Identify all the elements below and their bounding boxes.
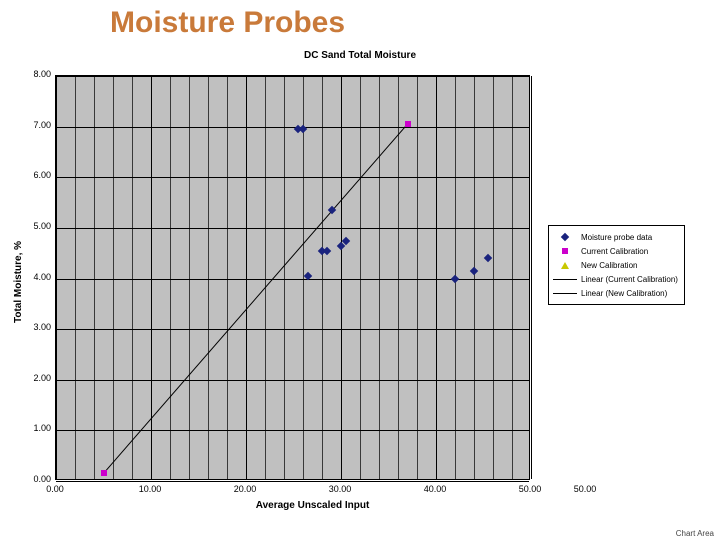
slide-title: Moisture Probes — [110, 6, 345, 40]
grid-line-v — [531, 76, 532, 479]
chart-area-note: Chart Area — [676, 529, 714, 538]
x-tick-label: 10.00 — [130, 484, 170, 494]
plot-area — [55, 75, 530, 480]
y-tick-label: 3.00 — [21, 322, 51, 332]
legend-label: Moisture probe data — [581, 233, 652, 242]
legend-symbol — [553, 288, 577, 298]
legend-symbol — [553, 246, 577, 256]
data-point — [101, 470, 107, 476]
square-icon — [562, 248, 568, 254]
x-tick-label: 0.00 — [35, 484, 75, 494]
y-tick-label: 0.00 — [21, 474, 51, 484]
diamond-icon — [561, 233, 569, 241]
legend-item: Moisture probe data — [553, 230, 678, 244]
x-tick-label: 40.00 — [415, 484, 455, 494]
y-tick-label: 6.00 — [21, 170, 51, 180]
legend-label: New Calibration — [581, 261, 637, 270]
legend-symbol — [553, 232, 577, 242]
legend-item: Linear (Current Calibration) — [553, 272, 678, 286]
line-icon — [553, 279, 577, 280]
legend-symbol — [553, 274, 577, 284]
legend-label: Linear (New Calibration) — [581, 289, 667, 298]
y-tick-label: 8.00 — [21, 69, 51, 79]
y-tick-label: 4.00 — [21, 272, 51, 282]
legend-item: Current Calibration — [553, 244, 678, 258]
y-tick-label: 5.00 — [21, 221, 51, 231]
legend-label: Current Calibration — [581, 247, 648, 256]
chart-title: DC Sand Total Moisture — [0, 50, 720, 61]
y-tick-label: 7.00 — [21, 120, 51, 130]
y-tick-label: 1.00 — [21, 423, 51, 433]
legend-symbol — [553, 260, 577, 270]
legend-item: New Calibration — [553, 258, 678, 272]
trend-overlay — [56, 76, 531, 481]
y-tick-label: 2.00 — [21, 373, 51, 383]
x-tick-label: 50.00 — [510, 484, 550, 494]
grid-line-h — [56, 481, 529, 482]
x-tick-label: 30.00 — [320, 484, 360, 494]
legend: Moisture probe data Current Calibration Ne… — [548, 225, 685, 305]
x-tick-label: 20.00 — [225, 484, 265, 494]
trend-line — [104, 124, 408, 473]
triangle-icon — [561, 262, 569, 269]
x-axis-label: Average Unscaled Input — [233, 500, 393, 511]
line-icon — [553, 293, 577, 294]
x-tick-label: 50.00 — [565, 484, 605, 494]
legend-item: Linear (New Calibration) — [553, 286, 678, 300]
legend-label: Linear (Current Calibration) — [581, 275, 678, 284]
data-point — [405, 121, 411, 127]
